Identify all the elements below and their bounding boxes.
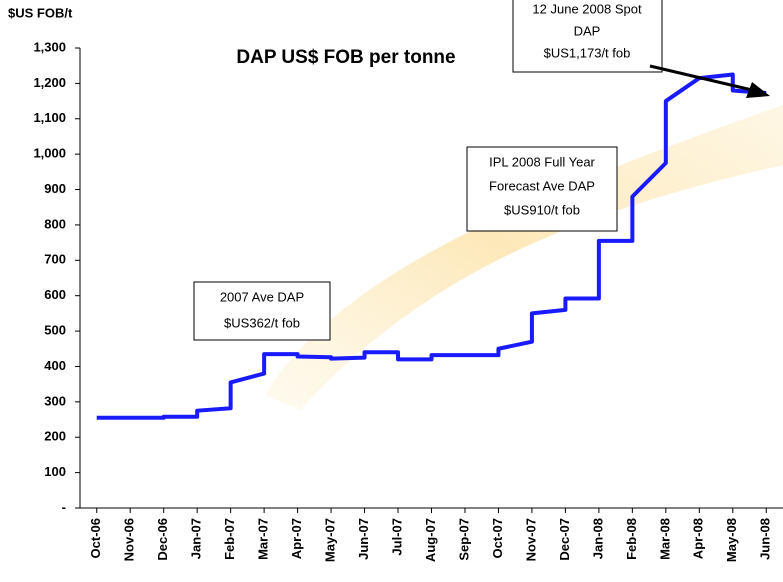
annotation-text: Forecast Ave DAP (489, 178, 595, 193)
plot-area: - 100 200 300 400 500 600 700 800 900 1,000 1,100 1,… (33, 39, 783, 562)
y-tick-label: 1,200 (33, 75, 66, 90)
annotation-arrow (649, 64, 753, 92)
chart-title: DAP US$ FOB per tonne (236, 47, 455, 68)
annotation-box (512, 0, 663, 73)
x-tick-label: Jun-07 (356, 518, 371, 560)
y-tick-label: 900 (44, 181, 66, 196)
x-tick-label: Dec-07 (557, 518, 572, 561)
x-tick-label: Sep-07 (456, 518, 471, 561)
annotation-text: 2007 Ave DAP (220, 289, 304, 304)
y-tick-label: - (62, 499, 66, 514)
x-tick-label: May-07 (323, 518, 338, 562)
y-tick-label: 1,300 (33, 39, 66, 54)
y-tick-label: 800 (44, 216, 66, 231)
y-tick-label: 1,000 (33, 146, 66, 161)
y-tick-label: 300 (44, 393, 66, 408)
annotation-text: $US362/t fob (224, 315, 300, 330)
background-swoosh (265, 105, 783, 410)
x-tick-label: Jan-07 (189, 518, 204, 559)
y-tick-label: 1,100 (33, 110, 66, 125)
x-tick-label: Nov-07 (523, 518, 538, 561)
x-tick-label: Apr-08 (691, 518, 706, 559)
annotation-text: DAP (574, 23, 601, 38)
y-tick-label: 200 (44, 429, 66, 444)
x-tick-label: Jul-07 (389, 518, 404, 556)
x-tick-label: Oct-06 (88, 518, 103, 558)
x-tick-label: Jan-08 (590, 518, 605, 559)
annotation-text: 12 June 2008 Spot (532, 1, 642, 16)
annotation-box (466, 146, 618, 232)
x-tick-label: Feb-08 (624, 518, 639, 560)
y-tick-label: 700 (44, 252, 66, 267)
annotation-box (193, 281, 331, 341)
y-axis-label: $US FOB/t (8, 5, 73, 20)
annotation-2007: 2007 Ave DAP $US362/t fob (193, 281, 331, 341)
y-tick-label: 500 (44, 323, 66, 338)
x-tick-label: Jun-08 (758, 518, 773, 560)
y-tick-label: 100 (44, 464, 66, 479)
annotation-text: $US1,173/t fob (544, 45, 631, 60)
arrow-head (746, 82, 770, 98)
annotation-spot: 12 June 2008 Spot DAP $US1,173/t fob (512, 0, 770, 98)
annotation-forecast: IPL 2008 Full Year Forecast Ave DAP $US9… (466, 146, 618, 232)
x-tick-label: Apr-07 (289, 518, 304, 559)
x-tick-label: May-08 (724, 518, 739, 562)
annotation-text: $US910/t fob (504, 202, 580, 217)
annotation-text: IPL 2008 Full Year (489, 154, 595, 169)
x-tick-label: Mar-07 (256, 518, 271, 560)
x-tick-label: Mar-08 (657, 518, 672, 560)
x-tick-label: Dec-06 (155, 518, 170, 561)
x-tick-label: Oct-07 (490, 518, 505, 558)
price-line (96, 72, 767, 420)
x-tick-label: Aug-07 (423, 518, 438, 562)
x-tick-label: Feb-07 (222, 518, 237, 560)
x-tick-label: Nov-06 (122, 518, 137, 561)
y-tick-label: 400 (44, 358, 66, 373)
y-tick-label: 600 (44, 287, 66, 302)
